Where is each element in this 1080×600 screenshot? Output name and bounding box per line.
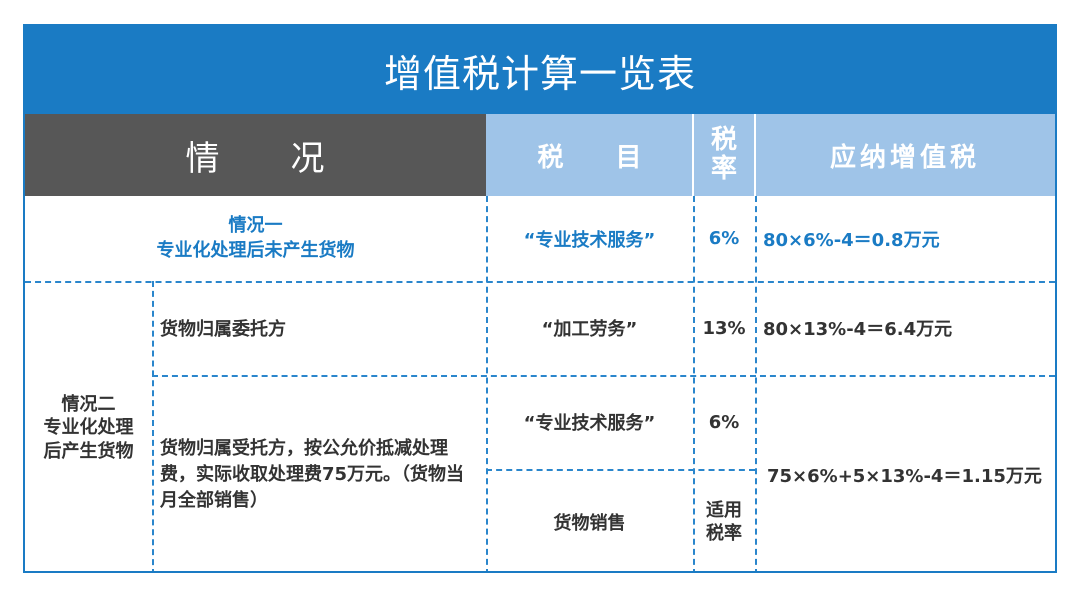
case2b-tax-rate-2: 适用 税率: [693, 469, 755, 571]
case2b-tax-item-2: 货物销售: [553, 513, 626, 534]
row-divider: [486, 469, 755, 471]
case2-label-line3: 后产生货物: [43, 440, 134, 462]
header-vat-payable: 应纳增值税: [755, 114, 1055, 196]
case2b-description: 货物归属受托方，按公允价抵减处理费，实际收取处理费75万元。（货物当月全部销售）: [160, 375, 482, 571]
case2b-tax-rate-1: 6%: [708, 411, 740, 433]
case1-vat: 80×6%-4＝0.8万元: [763, 229, 940, 251]
header-tax-item: 税 目: [486, 114, 693, 196]
case2-label-line2: 专业化处理: [43, 417, 134, 439]
column-divider: [152, 281, 154, 571]
case2b-vat: 75×6%+5×13%-4＝1.15万元: [767, 466, 1042, 487]
case1-tax-item: “专业技术服务”: [523, 229, 656, 251]
column-divider: [486, 196, 488, 571]
case2b-tax-item-1: “专业技术服务”: [523, 413, 656, 434]
case2a-vat: 80×13%-4＝6.4万元: [763, 319, 953, 340]
row-divider: [152, 375, 1055, 377]
case1-title: 情况一: [228, 215, 283, 237]
case1-tax-rate: 6%: [708, 228, 740, 249]
row-divider: [25, 281, 1055, 283]
case2b-tax-rate-2-line1: 适用: [706, 499, 742, 521]
case2-label-line1: 情况二: [61, 393, 116, 415]
case2b-tax-rate-2-line2: 税率: [706, 523, 742, 544]
case2b-description-text: 货物归属受托方，按公允价抵减处理费，实际收取处理费75万元。（货物当月全部销售）: [160, 437, 465, 512]
case2-situation: 情况二 专业化处理 后产生货物: [25, 281, 152, 571]
column-divider: [755, 196, 757, 571]
header-divider: [692, 114, 694, 196]
case1-situation: 情况一 专业化处理后未产生货物: [25, 196, 486, 281]
vat-calculation-table: 增值税计算一览表 情 况 税 目 税 率 应纳增值税 情况一 专业化处理后未产生…: [23, 24, 1057, 573]
header-divider: [754, 114, 756, 196]
case2a-description: 货物归属委托方: [160, 319, 286, 340]
case2a-tax-rate: 13%: [702, 317, 746, 339]
header-situation: 情 况: [25, 114, 486, 196]
table-title: 增值税计算一览表: [25, 26, 1055, 114]
header-tax-rate: 税 率: [693, 114, 755, 196]
header-tax-rate-line1: 税: [710, 125, 737, 156]
header-tax-rate-line2: 率: [710, 154, 737, 184]
case1-subtitle: 专业化处理后未产生货物: [156, 239, 355, 261]
column-divider: [693, 196, 695, 571]
case2a-tax-item: “加工劳务”: [541, 319, 638, 340]
